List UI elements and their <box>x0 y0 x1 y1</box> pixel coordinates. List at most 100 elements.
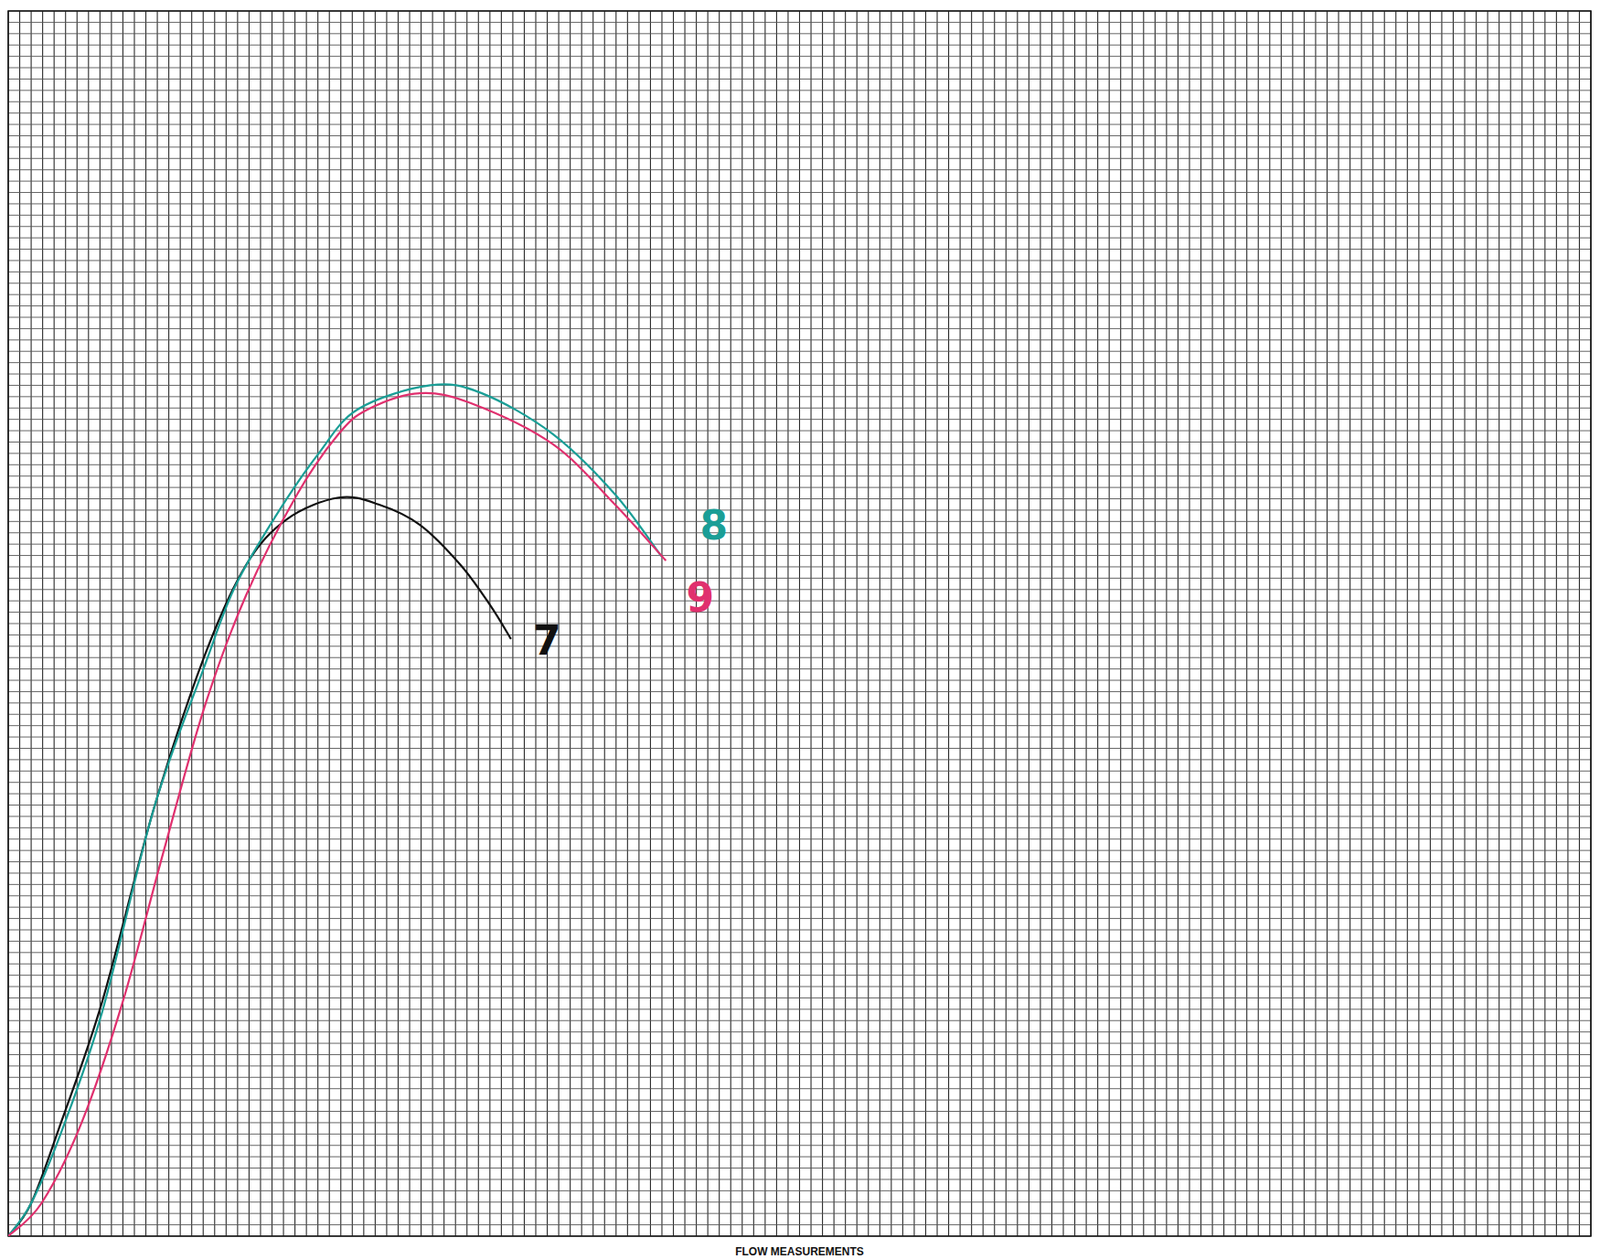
grid-line-y <box>8 1099 1591 1101</box>
grid-line-y <box>8 452 1591 454</box>
grid-line-y <box>8 623 1591 625</box>
grid-line-y <box>8 929 1591 931</box>
grid-line-y <box>8 758 1591 760</box>
grid-line-y <box>8 1121 1591 1123</box>
grid-line-y <box>8 1201 1591 1203</box>
grid-line-y <box>8 1167 1591 1169</box>
grid-line-y <box>8 850 1591 852</box>
grid-line-y <box>8 668 1591 670</box>
grid-line-y <box>8 1133 1591 1135</box>
grid-line-y <box>8 55 1591 57</box>
grid-line-y <box>8 202 1591 204</box>
grid-line-y <box>8 282 1591 284</box>
grid-line-y <box>8 101 1591 103</box>
grid-line-y <box>8 577 1591 579</box>
grid-line-y <box>8 135 1591 137</box>
grid-line-y <box>8 169 1591 171</box>
grid-line-y <box>8 225 1591 227</box>
series-line <box>8 497 511 1237</box>
grid-line-y <box>8 214 1591 216</box>
grid-line-y <box>8 940 1591 942</box>
grid-line-y <box>8 44 1591 46</box>
grid-line-y <box>8 1088 1591 1089</box>
grid-line-y <box>8 1144 1591 1146</box>
grid-line-y <box>8 78 1591 80</box>
grid-line-y <box>8 657 1591 659</box>
grid-line-y <box>8 1178 1591 1180</box>
grid-line-y <box>8 430 1591 432</box>
grid-line-y <box>8 21 1591 23</box>
grid-line-y <box>8 248 1591 250</box>
grid-line-y <box>8 89 1591 91</box>
grid-line-y <box>8 1213 1591 1215</box>
series-line <box>8 384 662 1237</box>
grid-line-y <box>8 793 1591 795</box>
grid-line-y <box>8 328 1591 330</box>
grid-line-y <box>8 827 1591 829</box>
grid-line-y <box>8 32 1591 34</box>
grid-line-y <box>8 736 1591 738</box>
grid-line-y <box>8 192 1591 193</box>
grid-line-y <box>8 1224 1591 1226</box>
grid-line-y <box>8 702 1591 704</box>
grid-line-y <box>8 884 1591 886</box>
grid-line-y <box>8 294 1591 296</box>
grid-line-y <box>8 747 1591 749</box>
grid-line-y <box>8 963 1591 965</box>
grid-line-y <box>8 691 1591 693</box>
grid-line-y <box>8 986 1591 988</box>
grid-line-y <box>8 872 1591 874</box>
grid <box>8 10 1591 1237</box>
grid-line-y <box>8 1054 1591 1056</box>
grid-line-y <box>8 1043 1591 1045</box>
grid-line-y <box>8 112 1591 114</box>
grid-line-y <box>8 475 1591 477</box>
grid-line-y <box>8 544 1591 545</box>
grid-line-y <box>8 317 1591 319</box>
grid-line-y <box>8 680 1591 682</box>
grid-line-y <box>8 464 1591 466</box>
grid-line-y <box>8 1077 1591 1078</box>
grid-line-y <box>8 339 1591 341</box>
grid-line-y <box>8 271 1591 273</box>
grid-line-y <box>8 441 1591 443</box>
series-line <box>8 393 666 1237</box>
lines <box>8 384 666 1237</box>
grid-line-y <box>8 554 1591 556</box>
grid-line-y <box>8 351 1591 352</box>
grid-line-y <box>8 1156 1591 1158</box>
label-patch <box>731 1244 868 1259</box>
background <box>0 0 1600 1259</box>
grid-line-y <box>8 362 1591 363</box>
grid-line-y <box>8 521 1591 523</box>
grid-line-y <box>8 124 1591 126</box>
grid-line-y <box>8 645 1591 647</box>
grid-line-y <box>8 407 1591 409</box>
grid-line-y <box>8 237 1591 239</box>
plot-frame <box>8 10 1591 1237</box>
grid-line-y <box>8 146 1591 148</box>
grid-line-y <box>8 815 1591 817</box>
grid-line-y <box>8 1065 1591 1067</box>
grid-line-y <box>8 384 1591 386</box>
grid-line-y <box>8 487 1591 489</box>
grid-line-y <box>8 804 1591 806</box>
grid-line-y <box>8 1020 1591 1022</box>
x-axis-title: FLOW MEASUREMENTS <box>735 1245 864 1259</box>
chart: 789FLOW MEASUREMENTS <box>0 0 1600 1259</box>
series-label: 8 <box>699 501 728 549</box>
grid-line-y <box>8 895 1591 896</box>
grid-line-y <box>8 67 1591 69</box>
grid-line-y <box>8 770 1591 772</box>
grid-line-y <box>8 997 1591 999</box>
grid-line-y <box>8 1110 1591 1112</box>
grid-line-y <box>8 509 1591 511</box>
grid-line-y <box>8 1190 1591 1192</box>
grid-line-y <box>8 634 1591 636</box>
grid-line-y <box>8 532 1591 534</box>
grid-line-y <box>8 974 1591 976</box>
grid-line-y <box>8 951 1591 953</box>
grid-line-y <box>8 305 1591 307</box>
grid-line-y <box>8 917 1591 919</box>
grid-line-y <box>8 498 1591 500</box>
